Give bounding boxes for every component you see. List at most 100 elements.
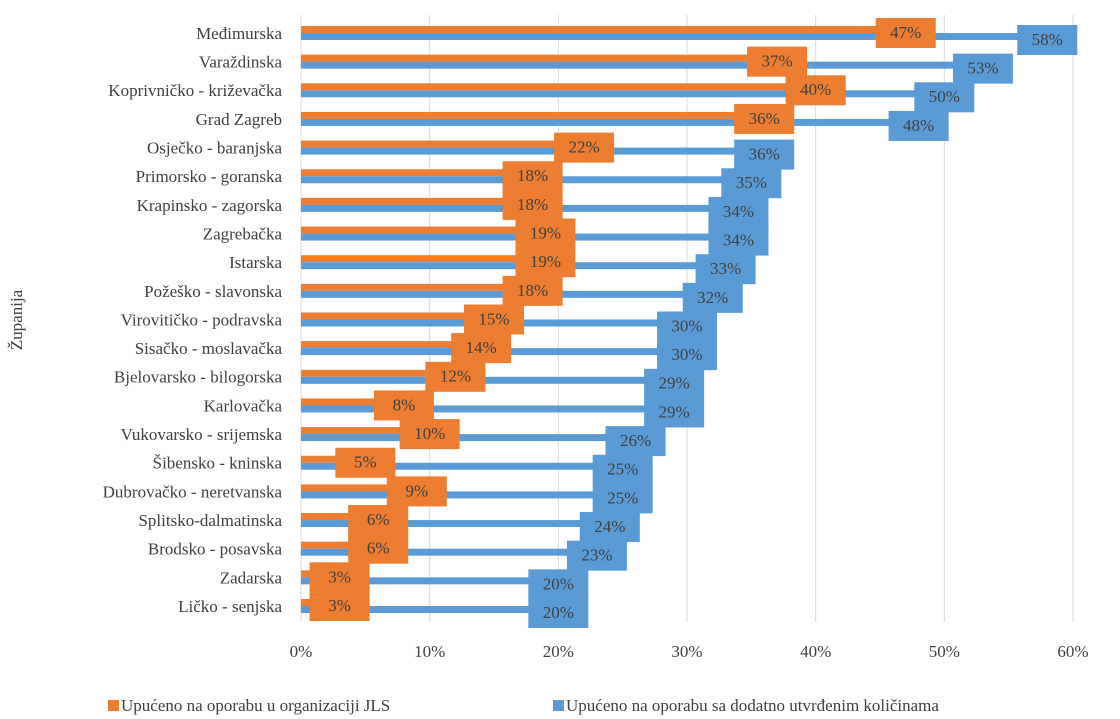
bar — [301, 262, 726, 270]
data-label: 3% — [309, 562, 370, 593]
y-tick-label: Požeško - slavonska — [144, 282, 282, 301]
data-label: 9% — [386, 476, 447, 507]
data-label-text: 23% — [581, 546, 612, 565]
data-label-box — [1017, 25, 1078, 55]
data-label: 47% — [875, 18, 936, 48]
x-tick-label: 40% — [800, 642, 831, 661]
data-label: 36% — [734, 103, 795, 134]
bar — [301, 376, 675, 384]
bar — [301, 427, 430, 435]
data-label: 14% — [451, 333, 512, 364]
data-label-box — [309, 591, 370, 621]
data-label-box — [914, 82, 975, 113]
data-label-text: 25% — [607, 488, 638, 507]
data-label-text: 29% — [659, 374, 690, 393]
x-tick-label: 50% — [929, 642, 960, 661]
data-label-box — [875, 18, 936, 48]
data-label-box — [785, 75, 846, 106]
data-label-text: 19% — [530, 223, 561, 242]
data-label-text: 47% — [890, 23, 921, 42]
data-label-box — [348, 505, 409, 536]
data-label-text: 30% — [671, 345, 702, 364]
bar — [301, 33, 1048, 40]
data-label-box — [451, 333, 512, 364]
data-label-text: 36% — [749, 145, 780, 164]
y-tick-label: Brodsko - posavska — [148, 540, 283, 559]
data-label: 40% — [785, 75, 846, 106]
data-label: 22% — [554, 132, 615, 163]
data-label: 6% — [348, 505, 409, 536]
data-label-box — [682, 282, 743, 313]
data-label: 30% — [657, 311, 717, 342]
data-label: 18% — [502, 275, 563, 306]
y-tick-label: Ličko - senjska — [178, 597, 282, 616]
bar — [301, 61, 983, 69]
data-label: 29% — [644, 368, 705, 399]
data-label: 19% — [515, 218, 576, 249]
data-label-box — [528, 569, 589, 600]
data-label-box — [734, 139, 795, 170]
bar — [301, 83, 816, 91]
data-label-box — [734, 103, 795, 134]
data-label-text: 6% — [367, 510, 390, 529]
data-label: 26% — [605, 426, 666, 457]
y-tick-label: Grad Zagreb — [196, 110, 282, 129]
data-label: 20% — [528, 598, 589, 628]
data-label-text: 58% — [1032, 30, 1063, 49]
x-tick-label: 0% — [290, 642, 313, 661]
data-label-box — [528, 598, 589, 628]
data-label-box — [888, 110, 949, 141]
legend-label: Upućeno na oporabu sa dodatno utvrđenim … — [566, 696, 939, 715]
data-label-text: 50% — [929, 87, 960, 106]
y-tick-label: Vukovarsko - srijemska — [121, 425, 283, 444]
x-tick-label: 20% — [543, 642, 574, 661]
data-label-box — [644, 397, 705, 428]
bar — [301, 405, 675, 413]
data-label: 3% — [309, 591, 370, 621]
bar — [301, 312, 494, 320]
data-label-text: 34% — [723, 230, 754, 249]
data-label: 12% — [425, 361, 486, 392]
bar — [301, 484, 417, 492]
data-label-box — [464, 304, 524, 335]
y-tick-label: Dubrovačko - neretvanska — [103, 482, 283, 501]
data-label-text: 32% — [697, 288, 728, 307]
data-label: 34% — [708, 196, 769, 227]
bar — [301, 462, 623, 470]
data-label-text: 6% — [367, 539, 390, 558]
data-label-text: 20% — [543, 603, 574, 622]
data-label-text: 26% — [620, 431, 651, 450]
y-tick-label: Varaždinska — [199, 53, 283, 72]
bar — [301, 169, 533, 177]
data-label: 8% — [373, 390, 434, 421]
data-label-box — [592, 454, 653, 485]
data-label-text: 37% — [761, 52, 792, 71]
data-label-text: 35% — [736, 173, 767, 192]
y-tick-label: Bjelovarsko - bilogorska — [114, 368, 283, 387]
data-label-text: 12% — [440, 367, 471, 386]
legend-swatch — [108, 700, 119, 711]
data-label-box — [373, 390, 434, 421]
data-label-text: 48% — [903, 116, 934, 135]
bar — [301, 513, 379, 521]
data-label-text: 34% — [723, 202, 754, 221]
data-label-box — [721, 168, 782, 199]
data-label-box — [515, 247, 576, 278]
bar — [301, 118, 919, 126]
data-label-text: 18% — [517, 281, 548, 300]
y-tick-label: Osječko - baranjska — [147, 139, 282, 158]
y-tick-label: Krapinsko - zagorska — [137, 196, 283, 215]
data-label-text: 9% — [405, 481, 428, 500]
data-label-box — [502, 161, 563, 192]
bar — [301, 341, 482, 349]
bar — [301, 140, 585, 148]
data-label-box — [708, 225, 769, 256]
bar — [301, 606, 559, 613]
data-label: 32% — [682, 282, 743, 313]
data-label-text: 19% — [530, 252, 561, 271]
data-label-text: 30% — [671, 316, 702, 335]
y-tick-label: Zadarska — [220, 568, 283, 587]
data-label: 10% — [399, 419, 460, 450]
data-label: 50% — [914, 82, 975, 113]
